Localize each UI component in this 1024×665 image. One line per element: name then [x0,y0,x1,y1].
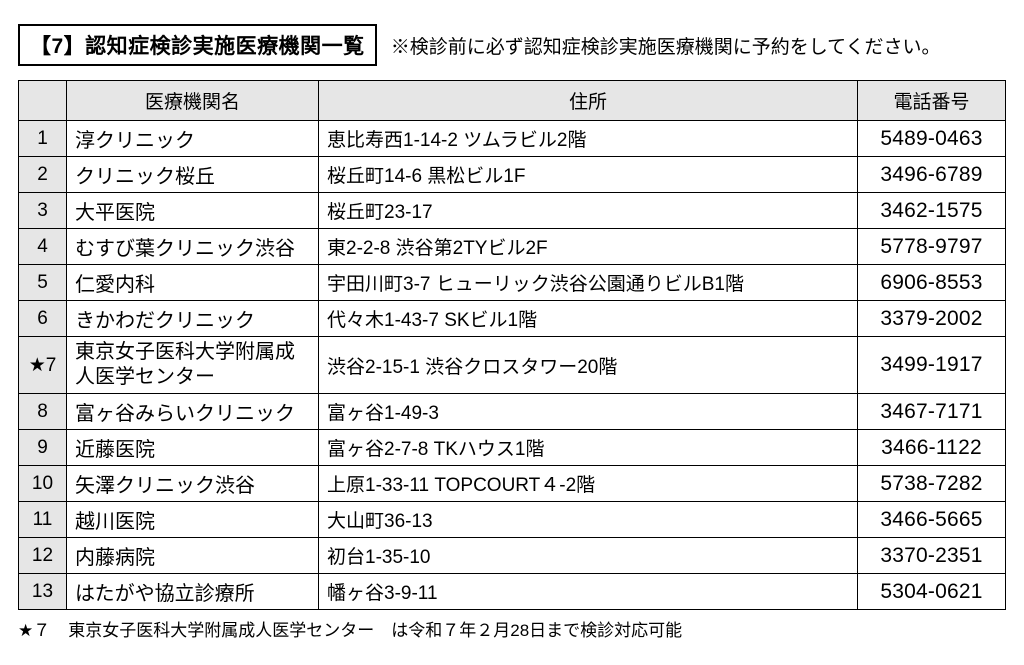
cell-name: はたがや協立診療所 [67,574,319,610]
cell-phone: 3462-1575 [858,193,1006,229]
cell-index: ★7 [19,337,67,394]
cell-phone: 3466-5665 [858,502,1006,538]
cell-index: 13 [19,574,67,610]
cell-index: 6 [19,301,67,337]
cell-address: 富ヶ谷1-49-3 [319,394,858,430]
cell-name: クリニック桜丘 [67,157,319,193]
table-row: 12内藤病院初台1-35-103370-2351 [19,538,1006,574]
cell-index: 5 [19,265,67,301]
cell-phone: 3467-7171 [858,394,1006,430]
cell-address: 桜丘町23-17 [319,193,858,229]
table-row: 5仁愛内科宇田川町3-7 ヒューリック渋谷公園通りビルB1階6906-8553 [19,265,1006,301]
cell-address: 恵比寿西1-14-2 ツムラビル2階 [319,121,858,157]
clinic-table: 医療機関名 住所 電話番号 1淳クリニック恵比寿西1-14-2 ツムラビル2階5… [18,80,1006,610]
cell-name: 大平医院 [67,193,319,229]
footnote: ★７ 東京女子医科大学附属成人医学センター は令和７年２月28日まで検診対応可能 [18,616,1006,641]
table-row: ★7東京女子医科大学附属成人医学センター渋谷2-15-1 渋谷クロスタワー20階… [19,337,1006,394]
cell-index: 4 [19,229,67,265]
cell-phone: 3379-2002 [858,301,1006,337]
col-address: 住所 [319,81,858,121]
cell-phone: 6906-8553 [858,265,1006,301]
cell-phone: 5304-0621 [858,574,1006,610]
cell-address: 幡ヶ谷3-9-11 [319,574,858,610]
cell-address: 大山町36-13 [319,502,858,538]
cell-name: 矢澤クリニック渋谷 [67,466,319,502]
cell-phone: 3370-2351 [858,538,1006,574]
header-row: 【7】認知症検診実施医療機関一覧 ※検診前に必ず認知症検診実施医療機関に予約をし… [18,24,1006,66]
cell-address: 上原1-33-11 TOPCOURT４-2階 [319,466,858,502]
cell-address: 富ヶ谷2-7-8 TKハウス1階 [319,430,858,466]
header-notice: ※検診前に必ず認知症検診実施医療機関に予約をしてください。 [391,32,941,59]
cell-name: 富ヶ谷みらいクリニック [67,394,319,430]
cell-index: 1 [19,121,67,157]
footnote-mark: ★７ [18,621,50,640]
cell-name: 内藤病院 [67,538,319,574]
table-row: 9近藤医院富ヶ谷2-7-8 TKハウス1階3466-1122 [19,430,1006,466]
cell-phone: 3499-1917 [858,337,1006,394]
table-row: 13はたがや協立診療所幡ヶ谷3-9-115304-0621 [19,574,1006,610]
cell-index: 12 [19,538,67,574]
table-row: 3大平医院桜丘町23-173462-1575 [19,193,1006,229]
cell-name: 近藤医院 [67,430,319,466]
table-row: 1淳クリニック恵比寿西1-14-2 ツムラビル2階5489-0463 [19,121,1006,157]
cell-name: 淳クリニック [67,121,319,157]
cell-phone: 5738-7282 [858,466,1006,502]
cell-phone: 5489-0463 [858,121,1006,157]
table-row: 6きかわだクリニック代々木1-43-7 SKビル1階3379-2002 [19,301,1006,337]
table-body: 1淳クリニック恵比寿西1-14-2 ツムラビル2階5489-04632クリニック… [19,121,1006,610]
footnote-text: 東京女子医科大学附属成人医学センター は令和７年２月28日まで検診対応可能 [68,621,682,640]
cell-name: 仁愛内科 [67,265,319,301]
cell-index: 8 [19,394,67,430]
cell-address: 代々木1-43-7 SKビル1階 [319,301,858,337]
cell-address: 渋谷2-15-1 渋谷クロスタワー20階 [319,337,858,394]
cell-address: 宇田川町3-7 ヒューリック渋谷公園通りビルB1階 [319,265,858,301]
col-name: 医療機関名 [67,81,319,121]
cell-index: 11 [19,502,67,538]
cell-index: 2 [19,157,67,193]
table-row: 2クリニック桜丘桜丘町14-6 黒松ビル1F3496-6789 [19,157,1006,193]
table-row: 8富ヶ谷みらいクリニック富ヶ谷1-49-33467-7171 [19,394,1006,430]
col-index [19,81,67,121]
cell-name: きかわだクリニック [67,301,319,337]
cell-address: 初台1-35-10 [319,538,858,574]
cell-name: 東京女子医科大学附属成人医学センター [67,337,319,394]
cell-name: むすび葉クリニック渋谷 [67,229,319,265]
cell-address: 東2-2-8 渋谷第2TYビル2F [319,229,858,265]
cell-index: 10 [19,466,67,502]
cell-phone: 3466-1122 [858,430,1006,466]
cell-address: 桜丘町14-6 黒松ビル1F [319,157,858,193]
table-row: 4むすび葉クリニック渋谷東2-2-8 渋谷第2TYビル2F5778-9797 [19,229,1006,265]
table-header-row: 医療機関名 住所 電話番号 [19,81,1006,121]
cell-phone: 3496-6789 [858,157,1006,193]
cell-index: 3 [19,193,67,229]
table-row: 11越川医院大山町36-133466-5665 [19,502,1006,538]
cell-phone: 5778-9797 [858,229,1006,265]
table-row: 10矢澤クリニック渋谷上原1-33-11 TOPCOURT４-2階5738-72… [19,466,1006,502]
cell-name: 越川医院 [67,502,319,538]
page-title: 【7】認知症検診実施医療機関一覧 [18,24,377,66]
col-phone: 電話番号 [858,81,1006,121]
cell-index: 9 [19,430,67,466]
